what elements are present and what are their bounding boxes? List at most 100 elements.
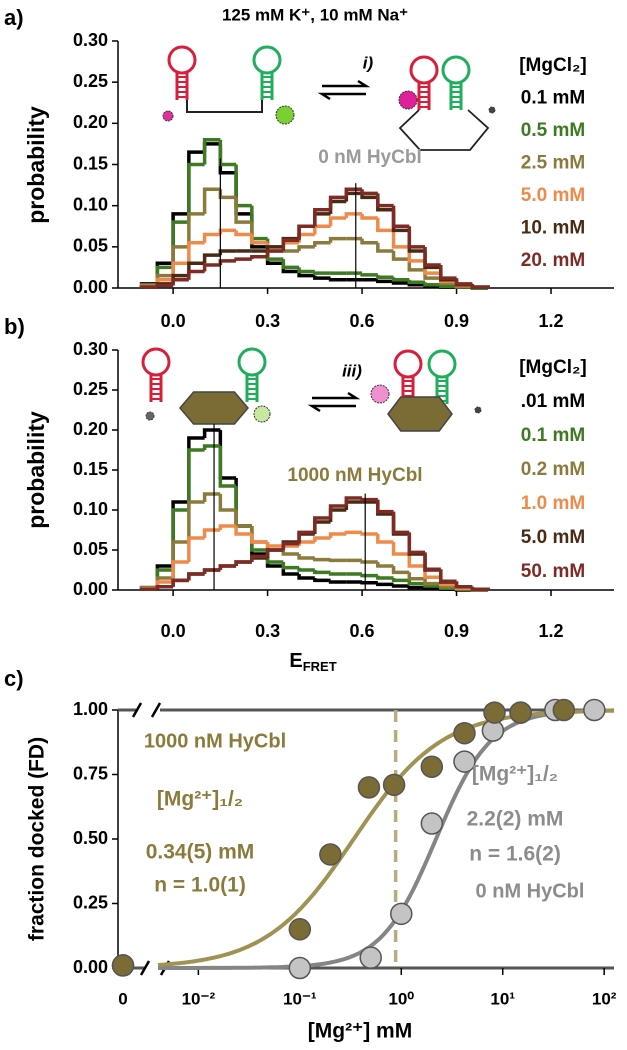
histogram-bin [297,540,315,546]
dye [370,384,390,404]
chart-title: 125 mM K⁺, 10 mM Na⁺ [222,5,408,24]
histogram-bin [407,246,426,263]
y-tick-label: 0.30 [73,30,108,50]
histogram-bin [265,542,284,548]
histogram-bin [234,230,252,237]
histogram-bin [281,541,300,550]
histogram-bin [376,193,394,208]
data-point [420,755,444,779]
histogram-bin [407,532,426,555]
histogram-bin [344,496,363,506]
histogram-bin [234,172,252,216]
legend-entry: 10. mM [521,218,585,239]
histogram-bin [250,234,268,245]
histogram-bin [344,191,363,202]
histogram-bin [250,526,268,544]
y-tick-label: 0.30 [73,339,108,359]
histogram-bin [360,213,378,220]
legend-entry: 0.5 mM [521,120,585,141]
data-point [111,954,135,977]
histogram-bin [407,554,426,568]
histogram-bin [328,216,347,227]
axis-break [131,702,162,718]
histogram-bin [391,205,410,228]
histogram-bin [234,257,252,261]
histogram-bin [218,143,237,175]
legend-entry: .01 mM [521,391,585,412]
histogram-bin [470,586,490,591]
histogram-bin [139,587,158,591]
histogram-bin [360,560,378,564]
x-tick-label: 1.2 [539,621,564,641]
dye [162,110,174,122]
histogram-bin [328,278,347,282]
histogram-bin [202,142,221,153]
histogram-bin [376,197,394,212]
histogram-bin [234,486,252,528]
histogram-bin [376,562,394,568]
histogram-bin [218,446,237,488]
annotation: n = 1.6(2) [469,843,561,866]
histogram-bin [344,187,363,198]
histogram-bin [328,508,347,522]
histogram-bin [234,478,252,528]
x-tick-label: 0.9 [444,621,469,641]
y-tick-label: 0.75 [73,763,108,783]
linker [398,109,490,151]
legend-entry: 1.0 mM [521,493,585,514]
y-tick-label: 0.10 [73,499,108,519]
histogram-bin [360,532,378,536]
fit-curve [158,708,614,970]
histogram-bin [313,275,331,280]
histogram-bin [313,557,331,562]
data-point [483,701,506,724]
rna-loop [237,347,267,377]
histogram-bin [187,261,205,276]
histogram-bin [218,189,237,200]
histogram-bin [297,567,315,572]
panel-label: c) [4,666,24,691]
x-axis-label: EFRET [289,650,336,674]
y-tick-label: 0.10 [73,194,108,214]
rna-loop [427,349,457,379]
histogram-bin [171,540,189,578]
histogram-bin [328,236,347,243]
x-tick-label: 10⁻² [182,989,216,1008]
histogram-bin [313,212,331,227]
legend-entry: 20. mM [521,250,585,271]
y-tick-label: 0.20 [73,112,108,132]
histogram-bin [155,283,174,288]
histogram-bin [391,578,410,583]
histogram-bin [313,578,331,583]
y-tick-label: 0.00 [73,579,108,599]
histogram-bin [187,212,205,247]
histogram-bin [313,224,331,235]
histogram-bin [423,282,441,287]
histogram-bin [250,556,268,562]
histogram-bin [202,444,221,450]
y-tick-label: 0.25 [73,379,108,399]
dye [474,406,482,414]
legend-title: [MgCl₂] [519,357,587,378]
x-axis-label: [Mg²⁺] mM [308,1020,412,1043]
histogram-bin [439,284,457,289]
x-tick-label: 0.3 [255,621,280,641]
legend-entry: 2.5 mM [521,153,585,174]
series-label: 1000 nM HyCbl [144,730,286,752]
histogram-bin [407,279,426,284]
equilibrium-arrow [317,79,371,101]
data-point [319,843,342,866]
histogram-bin [407,226,426,249]
x-tick-label: 10¹ [490,989,515,1008]
histogram-bin [391,277,410,282]
histogram-bin [376,575,394,580]
histogram-bin [250,534,268,544]
histogram-bin [171,560,189,582]
histogram-bin [313,240,331,247]
histogram-bin [297,245,315,251]
annotation: 1000 nM HyCbl [287,465,422,486]
histogram-bin [250,554,268,562]
histogram-bin [297,554,315,560]
histogram-bin [313,520,331,534]
